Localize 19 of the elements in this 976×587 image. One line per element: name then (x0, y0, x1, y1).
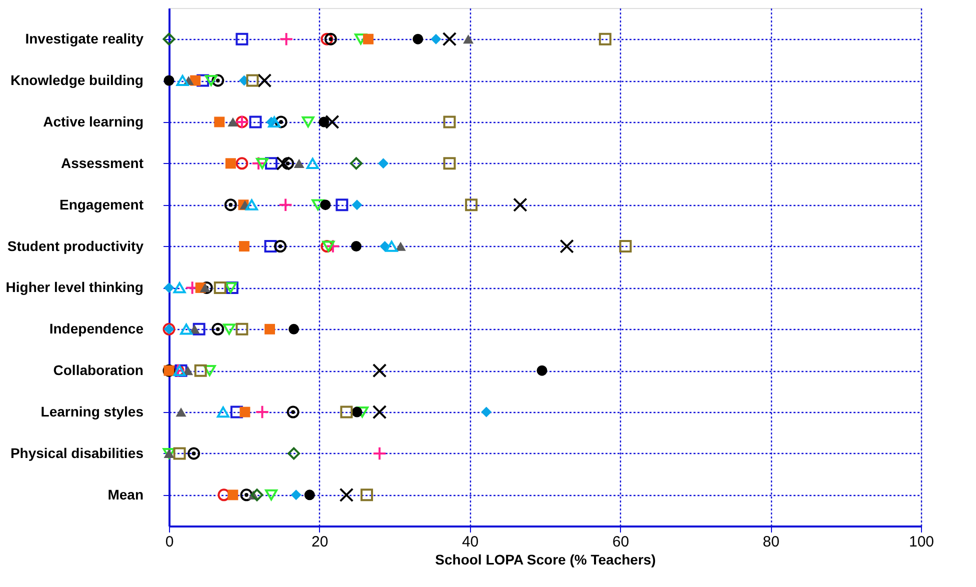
x-tick-label: 20 (312, 534, 328, 550)
x-tick-label: 40 (462, 534, 479, 550)
y-tick-label: Collaboration (53, 362, 144, 378)
y-tick-label: Independence (49, 320, 144, 337)
x-tick-label: 0 (165, 534, 174, 550)
y-tick-label: Learning styles (40, 404, 144, 420)
x-tick-label: 100 (908, 534, 934, 550)
y-tick-label: Knowledge building (10, 72, 144, 88)
x-tick-label: 80 (762, 534, 780, 550)
y-tick-label: Engagement (59, 196, 144, 212)
x-tick-label: 60 (612, 534, 630, 550)
y-tick-label: Active learning (43, 113, 144, 130)
x-axis-title: School LOPA Score (% Teachers) (435, 552, 656, 568)
y-tick-label: Investigate reality (25, 30, 144, 47)
y-tick-label: Higher level thinking (6, 279, 144, 296)
y-tick-label: Physical disabilities (10, 444, 144, 461)
y-tick-label: Student productivity (7, 238, 144, 254)
y-tick-label: Assessment (61, 154, 144, 171)
y-tick-label: Mean (108, 486, 144, 502)
